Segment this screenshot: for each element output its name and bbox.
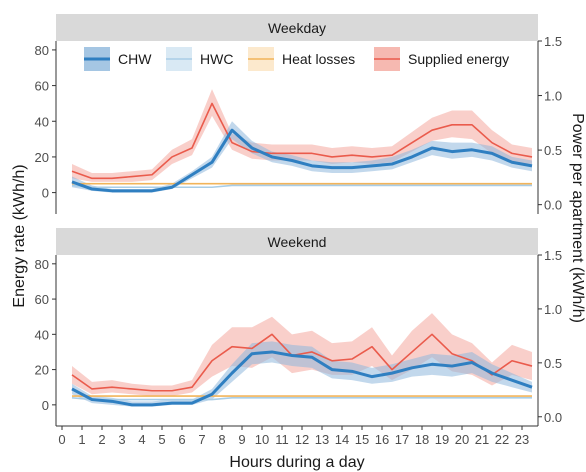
x-tick-label: 14 bbox=[335, 432, 349, 447]
legend: CHW HWC Heat losses Supplied energy bbox=[72, 42, 522, 76]
y-tick-label-left: 0 bbox=[42, 186, 49, 201]
x-tick-label: 9 bbox=[238, 432, 245, 447]
x-tick-label: 16 bbox=[375, 432, 389, 447]
panel-weekend: Weekend 0 20 40 60 80 0.0 0.5 1.0 1.5 bbox=[35, 228, 562, 426]
panel-weekend-strip bbox=[56, 228, 538, 255]
x-tick-label: 23 bbox=[515, 432, 529, 447]
series-line-chw bbox=[71, 128, 533, 193]
legend-label: Heat losses bbox=[282, 51, 355, 67]
y-tick-label-left: 20 bbox=[35, 363, 49, 378]
x-tick-label: 1 bbox=[78, 432, 85, 447]
y-tick-label-right: 1.0 bbox=[544, 89, 562, 104]
x-tick-label: 6 bbox=[178, 432, 185, 447]
y-tick-label-left: 60 bbox=[35, 292, 49, 307]
x-tick-label: 19 bbox=[435, 432, 449, 447]
x-tick-label: 18 bbox=[415, 432, 429, 447]
series-line-chw bbox=[71, 350, 533, 407]
y-axis-label-right: Power per apartment (kWh/h) bbox=[569, 113, 586, 323]
x-tick-label: 22 bbox=[495, 432, 509, 447]
legend-label: HWC bbox=[200, 51, 233, 67]
legend-label: Supplied energy bbox=[408, 51, 509, 67]
panel-weekday: Weekday 0 20 40 60 80 0.0 0.5 1.0 1.5 bbox=[35, 14, 562, 214]
x-axis: 0 1 2 3 4 5 6 7 8 9 10 11 12 13 14 15 16 17 18 19 20 21 22 23 bbox=[56, 425, 538, 447]
x-tick-label: 13 bbox=[315, 432, 329, 447]
y-tick-label-right: 1.5 bbox=[544, 248, 562, 263]
x-tick-label: 3 bbox=[118, 432, 125, 447]
y-tick-label-right: 0.0 bbox=[544, 198, 562, 213]
y-tick-label-left: 40 bbox=[35, 114, 49, 129]
x-tick-label: 10 bbox=[255, 432, 269, 447]
x-tick-label: 11 bbox=[275, 432, 289, 447]
series-line-hwc bbox=[71, 184, 532, 189]
x-tick-label: 21 bbox=[475, 432, 489, 447]
panel-weekday-title: Weekday bbox=[268, 20, 326, 36]
series-line-supplied-energy bbox=[71, 333, 533, 392]
x-tick-label: 0 bbox=[58, 432, 65, 447]
y-tick-label-left: 0 bbox=[42, 398, 49, 413]
band-chw bbox=[72, 121, 532, 193]
legend-label: CHW bbox=[118, 51, 152, 67]
y-tick-label-right: 0.5 bbox=[544, 143, 562, 158]
band-supplied-energy bbox=[72, 89, 532, 182]
x-tick-label: 15 bbox=[355, 432, 369, 447]
x-tick-label: 17 bbox=[395, 432, 409, 447]
x-tick-label: 20 bbox=[455, 432, 469, 447]
legend-background bbox=[72, 42, 522, 76]
panel-weekend-title: Weekend bbox=[268, 234, 327, 250]
x-tick-label: 4 bbox=[138, 432, 145, 447]
y-tick-label-right: 1.5 bbox=[544, 34, 562, 49]
x-tick-label: 2 bbox=[98, 432, 105, 447]
y-tick-label-right: 1.0 bbox=[544, 302, 562, 317]
y-tick-label-left: 20 bbox=[35, 150, 49, 165]
y-tick-label-left: 80 bbox=[35, 257, 49, 272]
y-tick-label-left: 60 bbox=[35, 79, 49, 94]
y-tick-label-left: 80 bbox=[35, 43, 49, 58]
y-tick-label-left: 40 bbox=[35, 327, 49, 342]
panel-weekday-plot: 0 20 40 60 80 0.0 0.5 1.0 1.5 bbox=[35, 34, 562, 214]
x-tick-label: 8 bbox=[218, 432, 225, 447]
y-axis-label-left: Energy rate (kWh/h) bbox=[11, 164, 28, 307]
y-tick-label-right: 0.0 bbox=[544, 410, 562, 425]
panel-weekday-strip bbox=[56, 14, 538, 41]
x-axis-label: Hours during a day bbox=[229, 454, 364, 471]
series-line-hwc bbox=[71, 396, 532, 401]
y-tick-label-right: 0.5 bbox=[544, 356, 562, 371]
panel-weekend-plot: 0 20 40 60 80 0.0 0.5 1.0 1.5 bbox=[35, 248, 562, 426]
x-tick-label: 5 bbox=[158, 432, 165, 447]
x-tick-label: 7 bbox=[198, 432, 205, 447]
series-line-supplied-energy bbox=[71, 102, 533, 180]
x-tick-label: 12 bbox=[295, 432, 309, 447]
